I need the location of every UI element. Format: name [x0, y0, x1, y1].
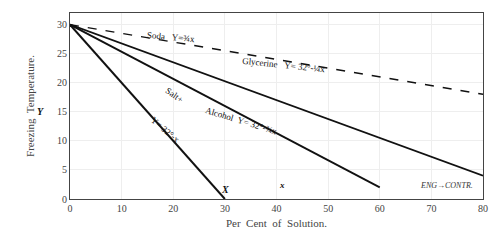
svg-text:Soda Y=¾x: Soda Y=¾x	[147, 30, 196, 44]
svg-text:ENG→CONTR.: ENG→CONTR.	[420, 181, 473, 190]
svg-text:20: 20	[57, 77, 67, 88]
svg-text:Per Cent of Solution.: Per Cent of Solution.	[226, 217, 327, 229]
svg-text:Glycerine Y= 32°-¼x: Glycerine Y= 32°-¼x	[242, 56, 326, 75]
svg-text:Salt+: Salt+	[164, 86, 185, 105]
svg-text:50: 50	[323, 203, 333, 214]
svg-text:X: X	[221, 184, 229, 195]
svg-text:15: 15	[57, 106, 67, 117]
svg-text:20: 20	[168, 203, 178, 214]
svg-text:Y= 32°-x: Y= 32°-x	[149, 115, 182, 145]
svg-text:x: x	[279, 180, 285, 190]
svg-text:0: 0	[62, 194, 67, 205]
svg-text:40: 40	[272, 203, 282, 214]
svg-text:25: 25	[57, 48, 67, 59]
svg-text:80: 80	[478, 203, 488, 214]
svg-text:60: 60	[375, 203, 385, 214]
svg-text:70: 70	[426, 203, 436, 214]
svg-text:Alcohol Y= 32°-¾x: Alcohol Y= 32°-¾x	[204, 105, 278, 136]
svg-text:30: 30	[57, 19, 67, 30]
svg-text:0: 0	[68, 203, 73, 214]
svg-text:30: 30	[220, 203, 230, 214]
svg-text:10: 10	[117, 203, 127, 214]
svg-text:10: 10	[57, 135, 67, 146]
svg-text:Y: Y	[37, 106, 44, 117]
svg-text:5: 5	[62, 164, 67, 175]
svg-text:Freezing Temperature.: Freezing Temperature.	[24, 55, 36, 157]
